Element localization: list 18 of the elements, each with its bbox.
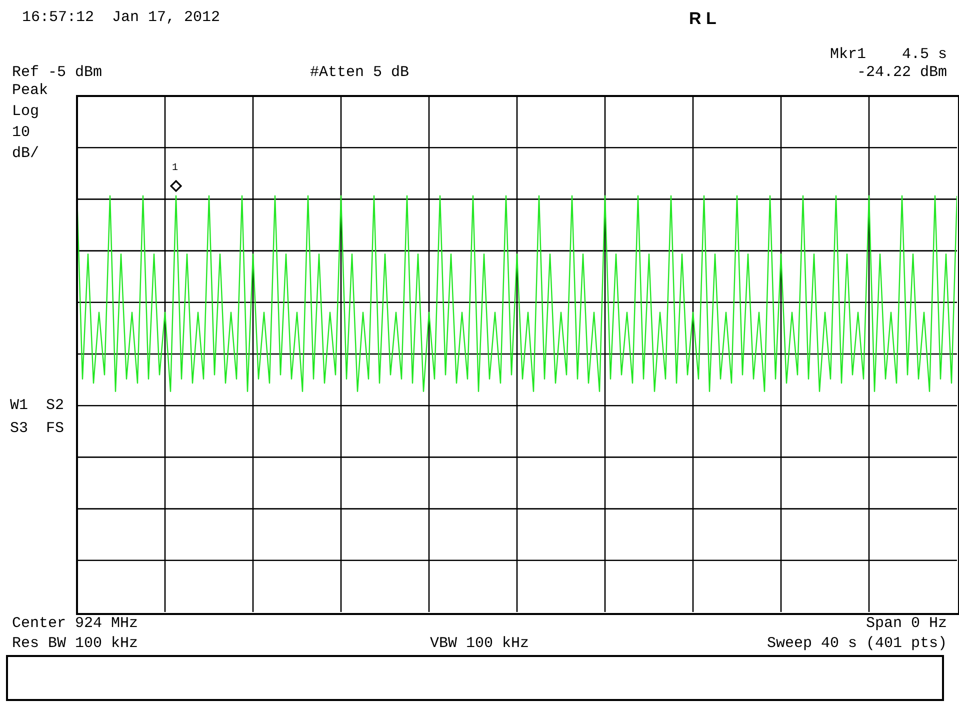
text: 16:57:12 Jan 17, 2012 [22, 9, 220, 26]
text: Ref -5 dBm [12, 64, 102, 81]
text: W1 S2 [10, 397, 64, 414]
text: 1 [172, 163, 178, 174]
text: Center 924 MHz [12, 615, 138, 632]
text: Peak [12, 82, 48, 99]
text: VBW 100 kHz [430, 635, 530, 652]
text: #Atten 5 dB [310, 64, 410, 81]
text: R L [689, 9, 716, 29]
text: -24.22 dBm [856, 64, 947, 81]
text: Res BW 100 kHz [12, 635, 138, 652]
text: Sweep 40 s (401 pts) [766, 635, 947, 652]
text: Log [12, 103, 40, 120]
text: dB/ [12, 145, 40, 162]
text: Span 0 Hz [866, 615, 947, 632]
text: S3 FS [10, 420, 64, 437]
text: Mkr1 4.5 s [830, 46, 947, 63]
text: 10 [12, 124, 30, 141]
